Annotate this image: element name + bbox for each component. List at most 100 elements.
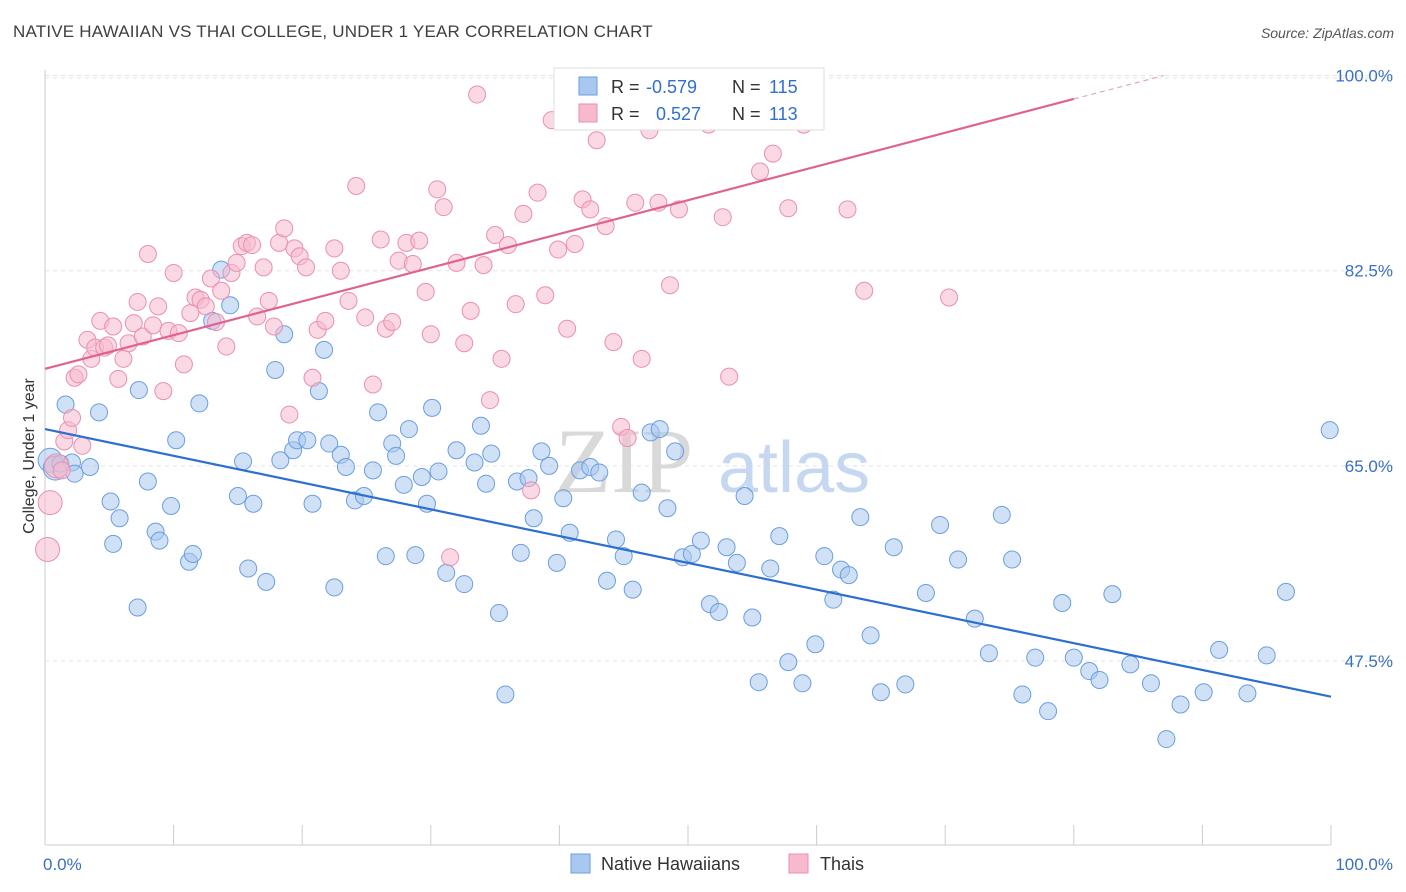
native-hawaiians-point-58 xyxy=(455,575,474,594)
native-hawaiians-point-126 xyxy=(1141,674,1160,693)
thais-point-3 xyxy=(52,461,71,480)
native-hawaiians-point-45 xyxy=(369,403,388,422)
native-hawaiians-point-61 xyxy=(477,474,496,493)
legend-n-value-2: 113 xyxy=(769,104,798,124)
native-hawaiians-point-52 xyxy=(412,468,431,487)
y-tick-label-1: 65.0% xyxy=(1345,457,1393,476)
thais-point-82 xyxy=(492,349,511,368)
native-hawaiians-point-118 xyxy=(1026,648,1045,667)
native-hawaiians-point-27 xyxy=(244,494,263,513)
native-hawaiians-point-77 xyxy=(597,571,616,590)
native-hawaiians-point-106 xyxy=(861,626,880,645)
native-hawaiians-point-55 xyxy=(429,462,448,481)
native-hawaiians-point-63 xyxy=(489,604,508,623)
thais-point-88 xyxy=(536,286,555,305)
native-hawaiians-point-59 xyxy=(465,453,484,472)
native-hawaiians-point-94 xyxy=(743,608,762,627)
native-hawaiians-point-28 xyxy=(257,572,276,591)
thais-point-21 xyxy=(128,292,147,311)
thais-point-90 xyxy=(549,240,568,259)
trend-line-thais-extension xyxy=(1073,74,1164,100)
thais-point-59 xyxy=(339,291,358,310)
thais-point-20 xyxy=(124,314,143,333)
thais-point-117 xyxy=(940,288,959,307)
native-hawaiians-point-83 xyxy=(650,420,669,439)
thais-point-110 xyxy=(720,367,739,386)
legend: R = -0.579 N = 115 R = 0.527 N = 113 xyxy=(553,67,825,131)
native-hawaiians-point-114 xyxy=(979,644,998,663)
thais-point-0 xyxy=(35,536,61,562)
native-hawaiians-point-23 xyxy=(221,296,240,315)
native-hawaiians-point-95 xyxy=(749,673,768,692)
native-hawaiians-point-54 xyxy=(423,398,442,417)
thais-point-61 xyxy=(356,308,375,327)
native-hawaiians-point-26 xyxy=(239,559,258,578)
thais-point-73 xyxy=(434,198,453,217)
native-hawaiians-point-37 xyxy=(315,340,334,359)
tick-labels: 47.5% 65.0% 82.5% 100.0% 0.0% 100.0% xyxy=(43,67,1393,874)
thais-point-38 xyxy=(217,337,236,356)
native-hawaiians-point-134 xyxy=(1320,421,1339,440)
thais-point-1 xyxy=(37,490,63,516)
native-hawaiians-point-48 xyxy=(387,446,406,465)
thais-point-56 xyxy=(316,311,335,330)
thais-point-95 xyxy=(587,131,606,150)
native-hawaiians-point-116 xyxy=(1003,550,1022,569)
thais-point-46 xyxy=(259,291,278,310)
thais-point-115 xyxy=(838,200,857,219)
thais-point-69 xyxy=(410,231,429,250)
native-hawaiians-point-76 xyxy=(590,463,609,482)
native-hawaiians-point-38 xyxy=(320,434,339,453)
thais-point-9 xyxy=(73,436,92,455)
native-hawaiians-point-102 xyxy=(824,590,843,609)
legend-swatch-blue xyxy=(578,76,598,96)
native-hawaiians-point-108 xyxy=(884,538,903,557)
thais-point-60 xyxy=(347,176,366,195)
thais-point-76 xyxy=(455,334,474,353)
y-tick-label-0: 47.5% xyxy=(1345,652,1393,671)
native-hawaiians-point-109 xyxy=(896,675,915,694)
thais-point-17 xyxy=(109,369,128,388)
trend-lines xyxy=(44,74,1332,698)
thais-point-74 xyxy=(441,548,460,567)
native-hawaiians-point-41 xyxy=(336,457,355,476)
legend-r-label-2: R = xyxy=(611,104,640,124)
thais-point-79 xyxy=(474,256,493,275)
native-hawaiians-point-60 xyxy=(471,416,490,435)
native-hawaiians-point-87 xyxy=(682,544,701,563)
thais-point-37 xyxy=(212,281,231,300)
native-hawaiians-point-19 xyxy=(183,544,202,563)
native-hawaiians-point-84 xyxy=(658,499,677,518)
native-hawaiians-point-12 xyxy=(129,381,148,400)
native-hawaiians-point-56 xyxy=(437,563,456,582)
thais-point-104 xyxy=(660,276,679,295)
native-hawaiians-point-81 xyxy=(632,483,651,502)
native-hawaiians-point-46 xyxy=(376,547,395,566)
thais-point-81 xyxy=(486,226,505,245)
legend-r-label-1: R = xyxy=(611,77,640,97)
native-hawaiians-point-78 xyxy=(606,530,625,549)
native-hawaiians-point-44 xyxy=(363,461,382,480)
native-hawaiians-point-6 xyxy=(81,457,100,476)
thais-point-99 xyxy=(618,428,637,447)
native-hawaiians-point-98 xyxy=(779,653,798,672)
native-hawaiians-point-64 xyxy=(496,685,515,704)
native-hawaiians-point-11 xyxy=(128,598,147,617)
native-hawaiians-point-131 xyxy=(1238,684,1257,703)
native-hawaiians-point-91 xyxy=(717,538,736,557)
thais-point-85 xyxy=(514,204,533,223)
native-hawaiians-point-9 xyxy=(104,534,123,553)
native-hawaiians-point-101 xyxy=(815,547,834,566)
native-hawaiians-point-93 xyxy=(735,486,754,505)
native-hawaiians-point-79 xyxy=(614,547,633,566)
thais-point-22 xyxy=(133,327,152,346)
bottom-legend-swatch-pink xyxy=(788,853,809,874)
native-hawaiians-point-127 xyxy=(1157,730,1176,749)
bottom-legend-swatch-blue xyxy=(570,853,591,874)
native-hawaiians-point-13 xyxy=(138,472,157,491)
bottom-legend-label-blue: Native Hawaiians xyxy=(601,854,740,874)
native-hawaiians-point-80 xyxy=(623,580,642,599)
thais-point-50 xyxy=(280,405,299,424)
native-hawaiians-point-128 xyxy=(1171,695,1190,714)
native-hawaiians-point-111 xyxy=(931,515,950,534)
